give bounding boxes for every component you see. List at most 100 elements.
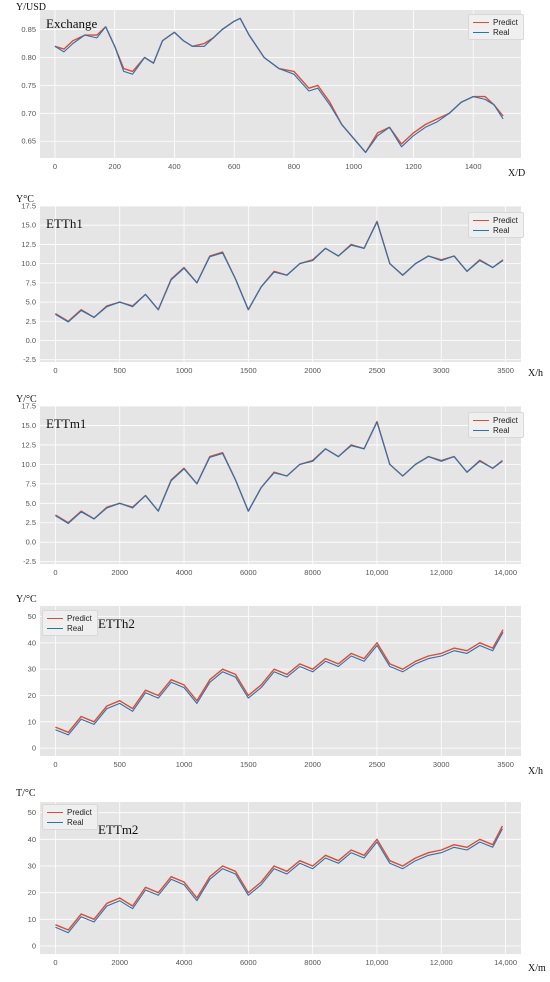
x-tick-label: 3000 (433, 760, 450, 769)
y-tick-label: 50 (28, 808, 36, 817)
y-tick-label: 2.5 (26, 518, 36, 527)
real-swatch (47, 821, 63, 823)
x-tick-label: 0 (53, 958, 57, 967)
y-tick-label: 0.70 (21, 109, 36, 118)
legend-label: Real (493, 425, 510, 435)
plot-background (40, 406, 521, 564)
y-axis-label: Y°C (16, 194, 34, 205)
y-tick-label: 15.0 (21, 221, 36, 230)
predict-swatch (47, 617, 63, 619)
y-tick-label: 40 (28, 638, 36, 647)
legend-item-predict: Predict (473, 17, 518, 27)
y-axis-label: Y/°C (16, 594, 37, 605)
y-tick-label: 30 (28, 862, 36, 871)
legend-label: Predict (493, 17, 518, 27)
exchange-chart: 0 200 400 600 800 1000 1200 1400 0.65 0.70 0.75 0.8… (21, 10, 521, 171)
real-swatch (473, 429, 489, 431)
y-tick-label: 20 (28, 691, 36, 700)
x-tick-label: 1000 (176, 366, 193, 375)
y-tick-label: 0.65 (21, 137, 36, 146)
x-tick-label: 3000 (433, 366, 450, 375)
dataset-name: ETTh2 (98, 616, 135, 631)
dataset-name: ETTm2 (98, 822, 139, 837)
chart-panel-ettm1: Y/°C 0 2000 4000 6000 8000 10,000 12,000 14,000… (0, 392, 550, 592)
x-tick-label: 1500 (240, 366, 257, 375)
y-tick-label: 15.0 (21, 421, 36, 430)
etth1-chart: 0 500 1000 1500 2000 2500 3000 3500 -2.5 0.0 2.5 5.… (21, 202, 521, 375)
legend-item-real: Real (47, 817, 92, 827)
x-tick-label: 400 (168, 162, 181, 171)
y-tick-label: 50 (28, 612, 36, 621)
y-tick-label: 0 (32, 942, 36, 951)
x-tick-label: 6000 (240, 958, 257, 967)
series-line-real (54, 17, 504, 153)
series-line-predict (55, 825, 504, 931)
x-tick-label: 600 (228, 162, 241, 171)
y-tick-label: 10.0 (21, 259, 36, 268)
x-tick-label: 10,000 (365, 568, 388, 577)
x-tick-label: 2500 (369, 366, 386, 375)
x-tick-label: 1000 (345, 162, 362, 171)
legend-label: Real (67, 817, 84, 827)
y-tick-label: 0.85 (21, 25, 36, 34)
x-tick-label: 0 (53, 366, 57, 375)
x-tick-label: 1400 (465, 162, 482, 171)
y-tick-label: 0.75 (21, 81, 36, 90)
x-tick-label: 12,000 (430, 958, 453, 967)
x-tick-label: 2000 (111, 568, 128, 577)
y-tick-label: 17.5 (21, 202, 36, 211)
y-tick-label: -2.5 (23, 557, 36, 566)
x-tick-label: 4000 (176, 958, 193, 967)
chart-panel-etth1: Y°C 0 500 1000 1500 2000 2500 3000 3500 -2.5 0.0 2… (0, 192, 550, 390)
chart-panel-exchange: Y/USD 0 200 400 600 800 1000 1200 1400 0.65 0.70 0… (0, 0, 550, 192)
x-tick-label: 12,000 (430, 568, 453, 577)
legend-label: Real (67, 623, 84, 633)
x-tick-label: 4000 (176, 568, 193, 577)
x-tick-label: 0 (53, 568, 57, 577)
plot-background (40, 10, 521, 158)
predict-swatch (473, 419, 489, 421)
x-tick-label: 14,000 (494, 568, 517, 577)
legend: Predict Real (468, 412, 524, 438)
y-tick-label: -2.5 (23, 355, 36, 364)
legend: Predict Real (468, 14, 524, 40)
real-swatch (47, 627, 63, 629)
dataset-name: ETTm1 (46, 416, 87, 431)
y-tick-label: 0 (32, 744, 36, 753)
y-tick-label: 10 (28, 915, 36, 924)
real-swatch (473, 31, 489, 33)
legend-item-predict: Predict (47, 807, 92, 817)
legend-item-predict: Predict (473, 215, 518, 225)
etth2-chart: 0 500 1000 1500 2000 2500 3000 3500 0 10 20 30 40 50 (28, 606, 521, 769)
x-axis-label: X/h (528, 766, 543, 777)
y-axis-label: T/°C (16, 788, 36, 799)
legend-label: Predict (67, 807, 92, 817)
series-line-real (55, 632, 504, 736)
ettm1-chart: 0 2000 4000 6000 8000 10,000 12,000 14,000 -2.5 0… (21, 402, 521, 577)
ettm2-chart: 0 2000 4000 6000 8000 10,000 12,000 14,000 0 10 20… (28, 802, 521, 967)
legend-item-real: Real (47, 623, 92, 633)
x-tick-label: 0 (53, 162, 57, 171)
x-tick-label: 2000 (304, 760, 321, 769)
x-axis-label: X/h (528, 368, 543, 379)
x-tick-label: 14,000 (494, 958, 517, 967)
predict-swatch (473, 219, 489, 221)
predict-swatch (473, 21, 489, 23)
y-tick-label: 10 (28, 717, 36, 726)
y-tick-label: 17.5 (21, 402, 36, 411)
x-tick-label: 2000 (304, 366, 321, 375)
y-tick-label: 5.0 (26, 298, 36, 307)
x-tick-label: 0 (53, 760, 57, 769)
legend-label: Real (493, 27, 510, 37)
x-tick-label: 2000 (111, 958, 128, 967)
legend: Predict Real (42, 804, 98, 830)
y-tick-label: 12.5 (21, 240, 36, 249)
y-tick-label: 0.0 (26, 336, 36, 345)
x-tick-label: 800 (288, 162, 301, 171)
y-axis-label: Y/USD (16, 2, 47, 13)
legend-label: Predict (67, 613, 92, 623)
legend-item-predict: Predict (47, 613, 92, 623)
x-tick-label: 8000 (304, 568, 321, 577)
plot-background (40, 606, 521, 756)
y-tick-label: 40 (28, 835, 36, 844)
